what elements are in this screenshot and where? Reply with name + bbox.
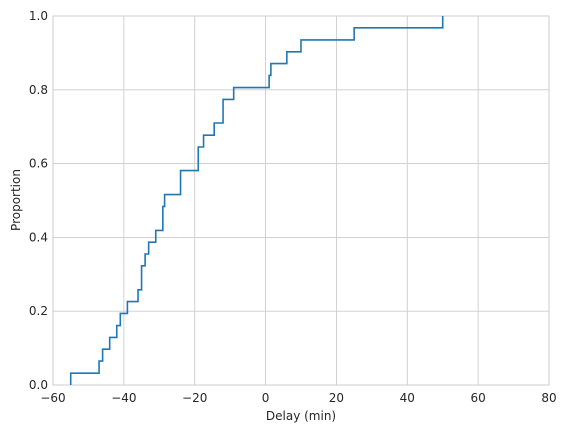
y-tick-label: 0.4 — [29, 230, 48, 244]
x-tick-label: −20 — [182, 391, 207, 405]
tick-labels: −60 −40 −20 0 20 40 60 80 0.0 0.2 0.4 0.6 0.8 1.0 — [29, 9, 557, 405]
y-tick-label: 0.0 — [29, 378, 48, 392]
x-tick-label: −40 — [111, 391, 136, 405]
y-tick-label: 1.0 — [29, 9, 48, 23]
x-tick-label: 20 — [329, 391, 344, 405]
x-tick-label: 40 — [400, 391, 415, 405]
series-layer — [69, 16, 444, 385]
x-tick-label: 0 — [262, 391, 270, 405]
plot-area — [52, 15, 550, 386]
x-tick-label: −60 — [40, 391, 65, 405]
x-tick-label: 80 — [541, 391, 556, 405]
y-axis-label: Proportion — [9, 169, 23, 231]
y-tick-label: 0.2 — [29, 304, 48, 318]
y-tick-label: 0.6 — [29, 157, 48, 171]
x-axis-label: Delay (min) — [266, 409, 336, 423]
y-tick-label: 0.8 — [29, 83, 48, 97]
ecdf-step-line — [69, 16, 444, 385]
grid — [52, 15, 550, 386]
x-tick-label: 60 — [471, 391, 486, 405]
